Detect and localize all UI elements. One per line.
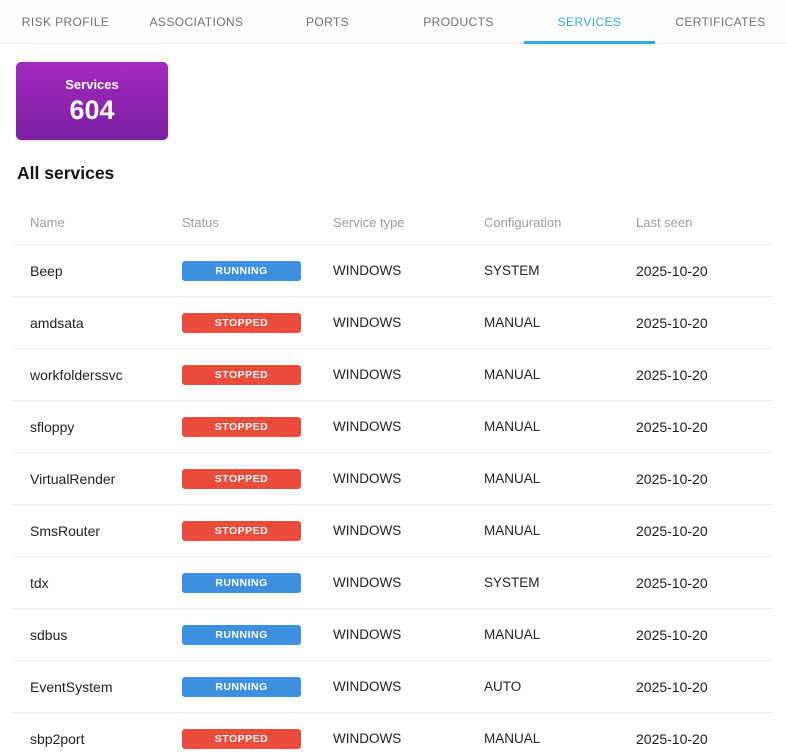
- service-name: sdbus: [30, 626, 68, 643]
- service-last-seen: 2025-10-20: [636, 730, 708, 747]
- table-row: amdsata STOPPED WINDOWS MANUAL 2025-10-2…: [13, 296, 772, 348]
- service-last-seen: 2025-10-20: [636, 314, 708, 331]
- column-header-last-seen: Last seen: [636, 214, 693, 230]
- service-last-seen: 2025-10-20: [636, 574, 708, 591]
- status-badge: RUNNING: [182, 572, 301, 593]
- service-type: WINDOWS: [333, 419, 402, 434]
- services-count-card: Services 604: [16, 62, 168, 140]
- services-table-body: Beep RUNNING WINDOWS SYSTEM 2025-10-20 a…: [13, 244, 772, 754]
- service-name: workfolderssvc: [30, 366, 123, 383]
- service-name: tdx: [30, 574, 49, 591]
- status-badge: STOPPED: [182, 312, 301, 333]
- service-name: SmsRouter: [30, 522, 101, 539]
- service-configuration: MANUAL: [484, 367, 541, 382]
- tab-associations[interactable]: ASSOCIATIONS: [149, 14, 244, 29]
- table-row: sfloppy STOPPED WINDOWS MANUAL 2025-10-2…: [13, 400, 772, 452]
- service-last-seen: 2025-10-20: [636, 262, 708, 279]
- column-header-service-type: Service type: [333, 214, 405, 230]
- service-type: WINDOWS: [333, 523, 402, 538]
- service-type: WINDOWS: [333, 367, 402, 382]
- service-name: VirtualRender: [30, 470, 116, 487]
- service-type: WINDOWS: [333, 627, 402, 642]
- service-configuration: MANUAL: [484, 471, 541, 486]
- tab-products[interactable]: PRODUCTS: [423, 14, 494, 29]
- table-header-row: Name Status Service type Configuration L…: [13, 184, 772, 244]
- service-last-seen: 2025-10-20: [636, 626, 708, 643]
- service-configuration: MANUAL: [484, 731, 541, 746]
- service-configuration: SYSTEM: [484, 263, 540, 278]
- status-badge: RUNNING: [182, 624, 301, 645]
- service-name: EventSystem: [30, 678, 113, 695]
- column-header-status: Status: [182, 214, 219, 230]
- table-row: sbp2port STOPPED WINDOWS MANUAL 2025-10-…: [13, 712, 772, 754]
- service-type: WINDOWS: [333, 263, 402, 278]
- service-last-seen: 2025-10-20: [636, 678, 708, 695]
- status-badge: STOPPED: [182, 416, 301, 437]
- status-badge: STOPPED: [182, 364, 301, 385]
- service-name: sfloppy: [30, 418, 75, 435]
- service-name: sbp2port: [30, 730, 85, 747]
- tab-bar: RISK PROFILE ASSOCIATIONS PORTS PRODUCTS…: [0, 0, 786, 44]
- service-configuration: MANUAL: [484, 523, 541, 538]
- status-badge: RUNNING: [182, 676, 301, 697]
- service-type: WINDOWS: [333, 679, 402, 694]
- tab-services[interactable]: SERVICES: [524, 0, 655, 44]
- service-configuration: AUTO: [484, 679, 522, 694]
- status-badge: RUNNING: [182, 260, 301, 281]
- table-row: sdbus RUNNING WINDOWS MANUAL 2025-10-20: [13, 608, 772, 660]
- tab-certificates[interactable]: CERTIFICATES: [675, 14, 766, 29]
- service-configuration: MANUAL: [484, 419, 541, 434]
- service-last-seen: 2025-10-20: [636, 470, 708, 487]
- service-last-seen: 2025-10-20: [636, 418, 708, 435]
- table-row: tdx RUNNING WINDOWS SYSTEM 2025-10-20: [13, 556, 772, 608]
- service-configuration: MANUAL: [484, 627, 541, 642]
- status-badge: STOPPED: [182, 728, 301, 749]
- service-last-seen: 2025-10-20: [636, 366, 708, 383]
- services-table: Name Status Service type Configuration L…: [13, 184, 772, 754]
- service-last-seen: 2025-10-20: [636, 522, 708, 539]
- service-type: WINDOWS: [333, 471, 402, 486]
- service-configuration: SYSTEM: [484, 575, 540, 590]
- table-row: Beep RUNNING WINDOWS SYSTEM 2025-10-20: [13, 244, 772, 296]
- service-type: WINDOWS: [333, 315, 402, 330]
- service-name: Beep: [30, 262, 63, 279]
- service-type: WINDOWS: [333, 575, 402, 590]
- tab-ports[interactable]: PORTS: [305, 14, 350, 29]
- services-count-value: 604: [69, 94, 115, 125]
- table-row: workfolderssvc STOPPED WINDOWS MANUAL 20…: [13, 348, 772, 400]
- table-row: VirtualRender STOPPED WINDOWS MANUAL 202…: [13, 452, 772, 504]
- column-header-name: Name: [30, 214, 65, 230]
- service-type: WINDOWS: [333, 731, 402, 746]
- column-header-configuration: Configuration: [484, 214, 562, 230]
- services-count-label: Services: [65, 76, 119, 92]
- page-title: All services: [17, 163, 115, 183]
- service-name: amdsata: [30, 314, 84, 331]
- service-configuration: MANUAL: [484, 315, 541, 330]
- status-badge: STOPPED: [182, 468, 301, 489]
- status-badge: STOPPED: [182, 520, 301, 541]
- tab-risk-profile[interactable]: RISK PROFILE: [21, 14, 110, 29]
- table-row: EventSystem RUNNING WINDOWS AUTO 2025-10…: [13, 660, 772, 712]
- table-row: SmsRouter STOPPED WINDOWS MANUAL 2025-10…: [13, 504, 772, 556]
